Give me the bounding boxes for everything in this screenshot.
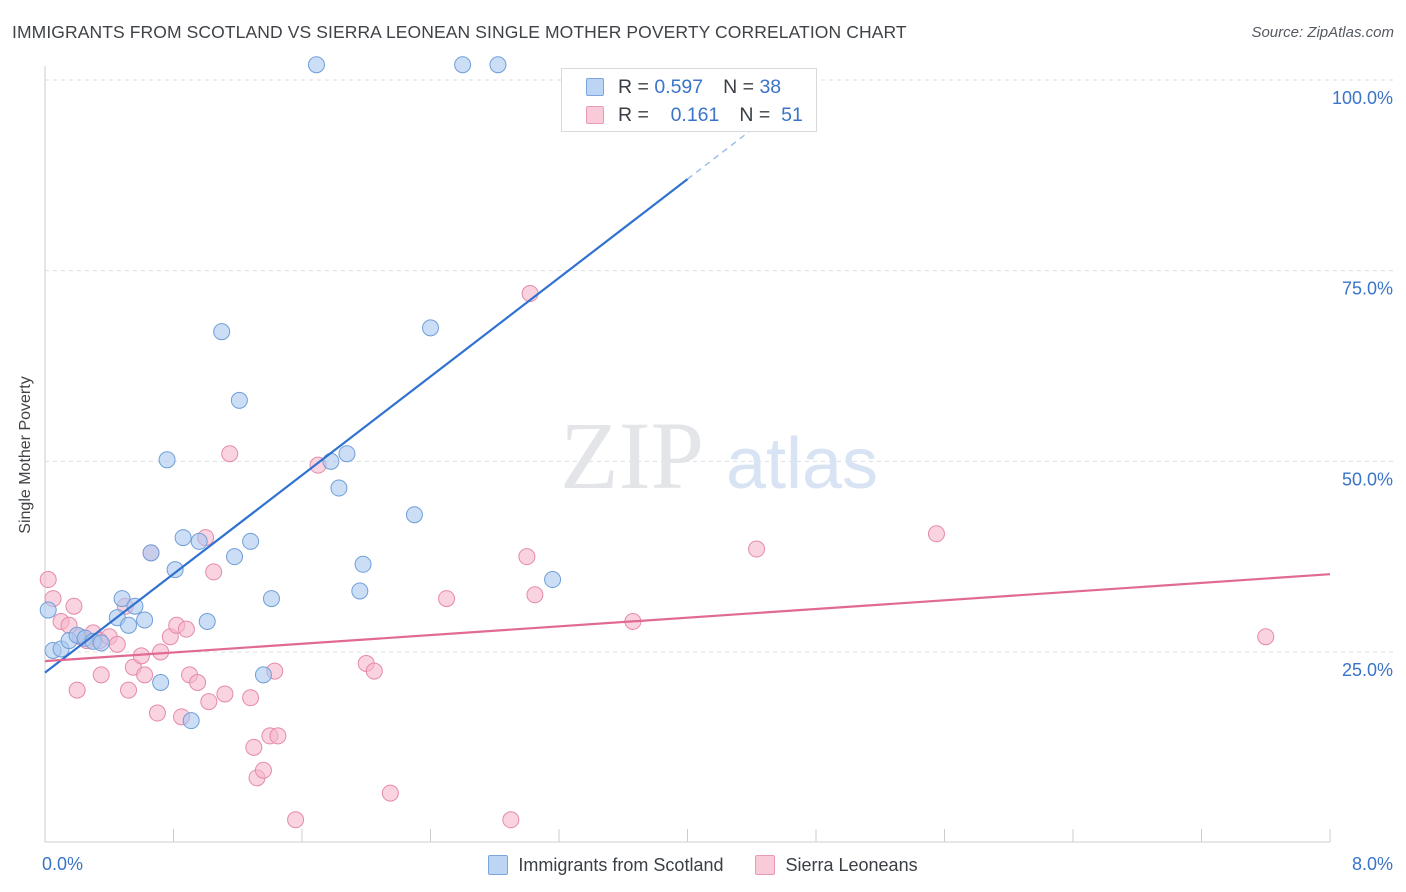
point-scotland [422,319,439,337]
series-legend: Immigrants from Scotland Sierra Leoneans [0,850,1406,880]
point-sierra-leonean [39,571,57,589]
point-sierra-leonean [65,597,83,615]
point-sierra-leonean [68,681,86,699]
point-scotland [152,674,170,692]
point-scotland [307,56,325,74]
series-sierra-leoneans-points [39,285,1275,829]
point-sierra-leonean [502,811,520,829]
point-scotland [158,451,176,469]
legend-n-label: N = [739,103,771,126]
point-scotland [182,712,200,730]
legend-n-value: 38 [759,75,782,98]
point-sierra-leonean [748,540,766,558]
point-sierra-leonean [120,681,138,699]
watermark: ZIP atlas [560,402,878,509]
watermark-zip: ZIP [560,402,704,509]
point-sierra-leonean [927,525,945,543]
point-sierra-leonean [108,635,126,653]
point-sierra-leonean [200,693,218,711]
legend-label-sierra-leoneans: Sierra Leoneans [785,854,918,875]
chart-title: IMMIGRANTS FROM SCOTLAND VS SIERRA LEONE… [12,22,907,42]
point-scotland [454,56,472,74]
legend-swatch-blue [586,78,604,96]
y-tick-label: 75.0% [1342,279,1393,299]
point-scotland [39,601,57,619]
point-scotland [405,506,423,524]
source-label: Source: ZipAtlas.com [1251,24,1394,41]
point-sierra-leonean [381,784,399,802]
series-scotland-points [39,56,562,730]
point-sierra-leonean [136,666,154,684]
point-scotland [254,666,272,684]
legend-label-scotland: Immigrants from Scotland [518,854,724,875]
point-sierra-leonean [254,761,272,779]
tick-labels: 25.0% 50.0% 75.0% 100.0% 0.0% 8.0% [42,88,1393,874]
point-sierra-leonean [189,674,207,692]
axes [44,66,1331,843]
point-sierra-leonean [1257,628,1275,646]
watermark-atlas: atlas [726,424,878,504]
point-sierra-leonean [269,727,287,745]
point-sierra-leonean [518,548,536,566]
legend-r-value: 0.597 [654,75,704,98]
point-sierra-leonean [526,586,544,604]
point-sierra-leonean [177,620,195,638]
x-tick-label-min: 0.0% [42,854,83,874]
legend-row-sierra-leoneans: R = 0.161 N = 51 [586,101,803,129]
legend-r-label: R = [618,103,649,126]
y-tick-label: 100.0% [1332,88,1393,108]
legend-swatch-blue [488,855,509,875]
legend-item-sierra-leoneans: Sierra Leoneans [755,854,918,876]
trend-line-sierra-leoneans [44,573,1331,663]
point-scotland [166,561,184,579]
point-scotland [226,548,244,566]
point-scotland [142,544,160,562]
legend-swatch-pink [755,855,776,875]
point-scotland [354,555,372,573]
point-sierra-leonean [365,662,383,680]
x-tick-label-max: 8.0% [1352,854,1393,874]
point-scotland [330,479,348,497]
y-tick-label: 25.0% [1342,660,1393,680]
point-sierra-leonean [216,685,234,703]
point-scotland [262,590,280,608]
point-scotland [120,616,138,634]
point-scotland [230,391,248,409]
point-sierra-leonean [242,689,260,707]
legend-item-scotland: Immigrants from Scotland [488,855,723,876]
legend-n-label: N = [723,75,755,98]
point-scotland [174,529,192,547]
point-scotland [113,590,131,608]
legend-swatch-pink [586,106,604,124]
legend-n-value: 51 [781,103,803,126]
point-scotland [126,597,144,615]
point-scotland [213,323,231,341]
point-sierra-leonean [287,811,305,829]
legend-row-scotland: R = 0.597 N = 38 [586,73,781,101]
point-scotland [489,56,507,74]
point-scotland [322,452,340,470]
point-scotland [338,445,356,463]
point-scotland [92,634,110,652]
legend-r-label: R = [618,75,649,98]
point-sierra-leonean [92,666,110,684]
point-sierra-leonean [148,704,166,722]
point-scotland [136,611,154,629]
point-sierra-leonean [221,445,239,463]
gridlines [45,79,1393,653]
point-sierra-leonean [438,590,456,608]
legend-r-value: 0.161 [670,103,720,126]
y-tick-label: 50.0% [1342,469,1393,489]
point-scotland [242,532,260,550]
trend-lines [44,79,1331,674]
point-scotland [544,571,562,589]
point-scotland [351,582,369,600]
point-scotland [190,532,208,550]
point-sierra-leonean [245,738,263,756]
point-scotland [198,612,216,630]
point-sierra-leonean [205,563,223,581]
correlation-legend: R = 0.597 N = 38 R = 0.161 N = 51 [561,68,817,132]
trend-line-scotland [44,178,689,674]
